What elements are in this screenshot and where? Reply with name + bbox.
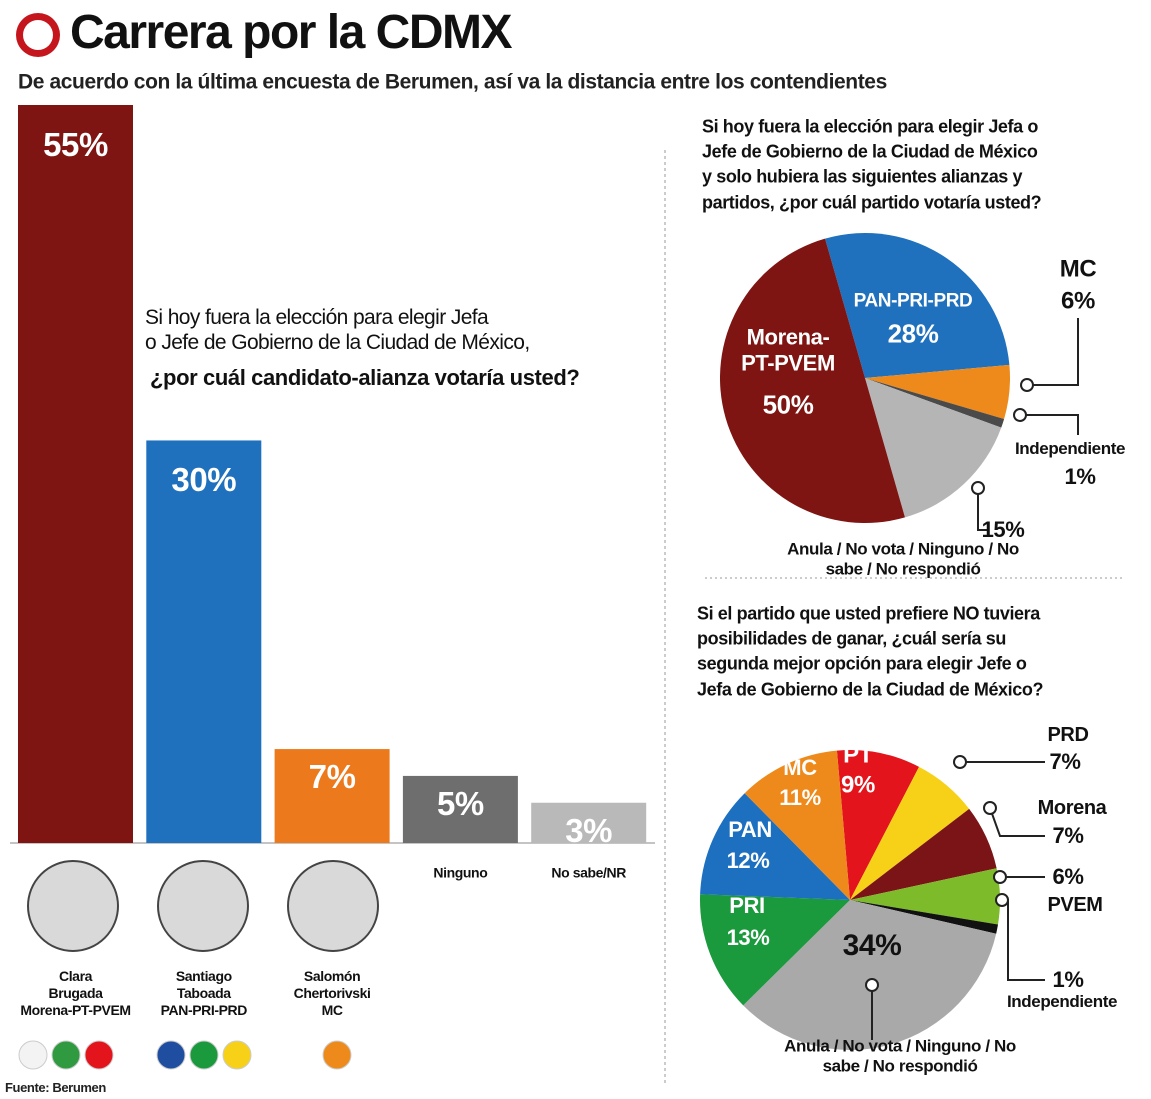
slice-label: PAN: [728, 817, 772, 843]
slice-value: 1%: [1053, 967, 1084, 993]
slice-value: 34%: [843, 928, 902, 964]
logo-inner: [23, 20, 53, 50]
value-label: 7%: [309, 757, 356, 797]
question-emphasis: ¿por cuál candidato-alianza votaría uste…: [150, 365, 579, 391]
photos: [28, 861, 378, 951]
slice-value: 28%: [888, 318, 939, 349]
slice-label: Morena: [1038, 796, 1107, 820]
question: Si el partido que usted prefiere NO tuvi…: [697, 602, 1043, 703]
slice-value: 7%: [1053, 823, 1084, 849]
value-label: 30%: [171, 461, 236, 501]
leader-dot: [996, 894, 1008, 906]
slice-label: Anula / No vota / Ninguno / No sabe / No…: [775, 1037, 1026, 1078]
bar: [18, 105, 133, 843]
leader-line: [1002, 900, 1045, 980]
slice-value: 50%: [763, 389, 814, 420]
slice-label: PRI: [729, 893, 764, 919]
leader-dot: [866, 979, 878, 991]
title: Carrera por la CDMX: [70, 4, 511, 62]
party-logos: [19, 1041, 351, 1069]
leader-dot: [994, 871, 1006, 883]
slice-label: PAN-PRI-PRD: [854, 291, 973, 314]
slice-label: MC: [1060, 256, 1097, 285]
leader-line: [1027, 318, 1078, 385]
slice-value: 9%: [841, 772, 875, 801]
slice-value: 13%: [727, 925, 770, 951]
slice-value: 6%: [1061, 288, 1095, 317]
leader-dot: [984, 802, 996, 814]
leader-dot: [972, 482, 984, 494]
slice-label: Morena- PT-PVEM: [741, 325, 835, 378]
leader-dot: [954, 756, 966, 768]
value-label: 55%: [43, 125, 108, 165]
question: Si hoy fuera la elección para elegir Jef…: [702, 115, 1041, 216]
slice-value: 1%: [1065, 464, 1096, 490]
infographic: Carrera por la CDMX De acuerdo con la últ…: [0, 0, 1151, 1099]
value-label: 5%: [437, 784, 484, 824]
leader-dot: [1021, 379, 1033, 391]
slice-value: 15%: [982, 517, 1025, 543]
question: Si hoy fuera la elección para elegir Jef…: [145, 305, 530, 355]
slice-value: 12%: [727, 848, 770, 874]
slice-label: PRD: [1047, 723, 1088, 747]
slice-label: PT: [843, 742, 873, 771]
slice-label: PVEM: [1047, 893, 1102, 917]
category-label: No sabe/NR: [551, 865, 626, 882]
category-label: Ninguno: [433, 865, 487, 882]
slice-label: Independiente: [1015, 439, 1125, 459]
leader-line: [1020, 415, 1078, 435]
slice-value: 6%: [1053, 864, 1084, 890]
slice-value: 11%: [779, 785, 821, 811]
slice-label: Independiente: [1007, 992, 1117, 1012]
source: Fuente: Berumen: [5, 1080, 106, 1096]
category-label: Santiago Taboada PAN-PRI-PRD: [161, 968, 247, 1018]
subtitle: De acuerdo con la última encuesta de Ber…: [18, 69, 887, 94]
value-label: 3%: [565, 811, 612, 851]
slice-label: MC: [783, 755, 816, 781]
leader-dot: [1014, 409, 1026, 421]
slice-label: Anula / No vota / Ninguno / No sabe / No…: [779, 540, 1027, 581]
category-label: Clara Brugada Morena-PT-PVEM: [20, 968, 130, 1018]
bar: [146, 440, 261, 843]
slice-value: 7%: [1050, 749, 1081, 775]
category-label: Salomón Chertorivski MC: [294, 968, 371, 1018]
